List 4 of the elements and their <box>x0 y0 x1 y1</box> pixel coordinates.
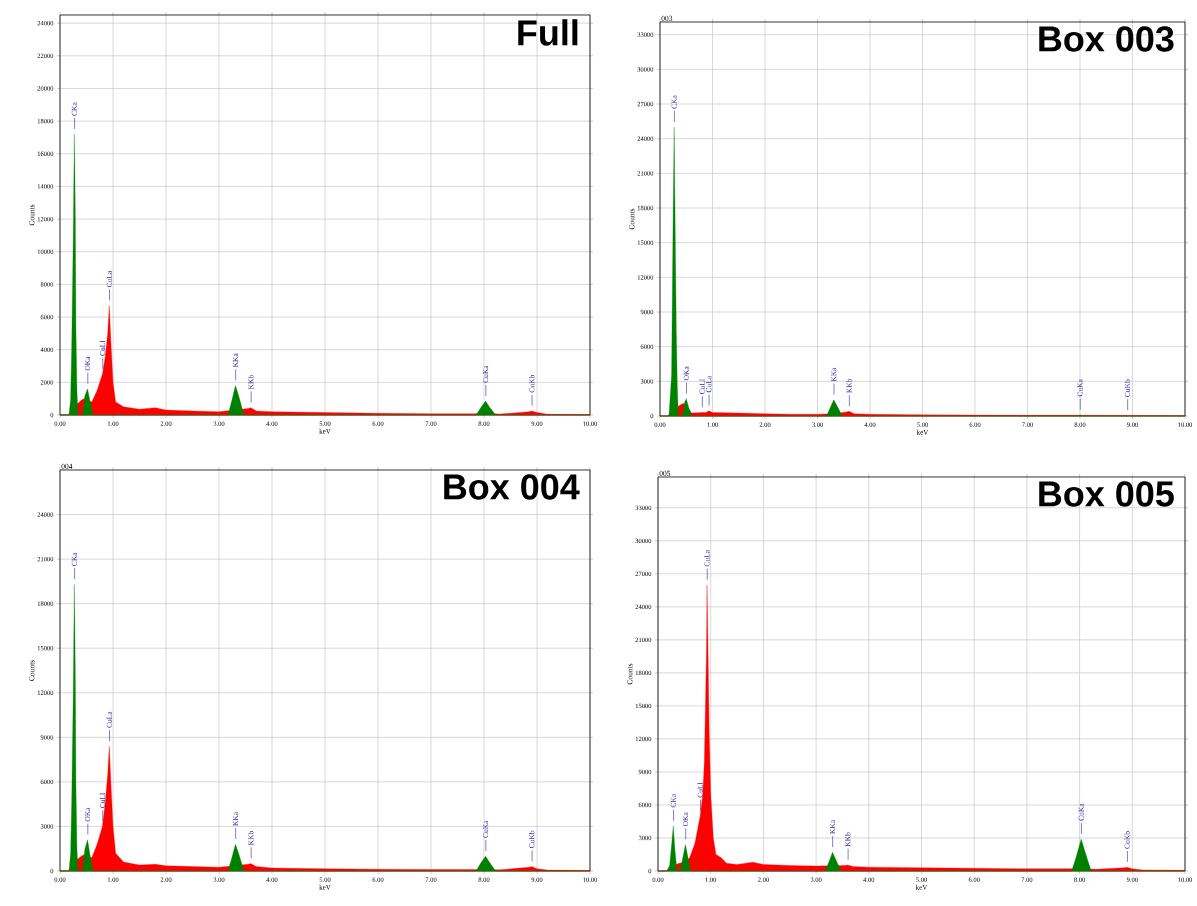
chart-title: Box 004 <box>444 474 580 500</box>
chart-title: Full <box>518 19 578 46</box>
chart-title: Box 003 <box>1039 26 1174 52</box>
chart-title: Box 005 <box>1039 481 1174 507</box>
